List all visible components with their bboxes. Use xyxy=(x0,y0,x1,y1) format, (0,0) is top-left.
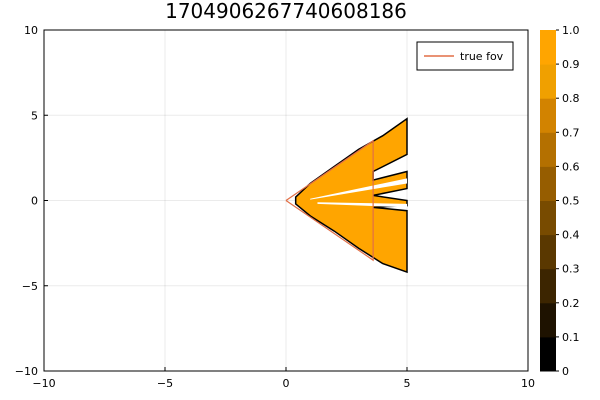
colorbar-segment-2 xyxy=(540,268,556,304)
chart-title: 1704906267740608186 xyxy=(165,0,407,23)
legend-label-true-fov: true fov xyxy=(460,50,504,63)
colorbar-tick-label-5: 0.5 xyxy=(562,195,580,208)
y-tick-label-4: 10 xyxy=(24,24,38,37)
colorbar-segment-6 xyxy=(540,132,556,167)
colorbar-tick-label-3: 0.3 xyxy=(562,263,580,276)
colorbar-tick-label-4: 0.4 xyxy=(562,229,580,242)
grid xyxy=(43,29,529,372)
y-tick-label-0: −10 xyxy=(15,365,38,378)
colorbar: 0 0.1 0.2 0.3 0.4 0.5 0.6 0.7 0.8 0.9 1.0 xyxy=(540,24,580,378)
colorbar-tick-label-1: 0.1 xyxy=(562,331,580,344)
colorbar-segment-7 xyxy=(540,98,556,133)
x-tick-label-0: −10 xyxy=(32,377,55,390)
colorbar-tick-label-0: 0 xyxy=(562,365,569,378)
colorbar-segment-9 xyxy=(540,30,556,65)
colorbar-tick-label-6: 0.6 xyxy=(562,160,580,173)
x-tick-label-3: 5 xyxy=(404,377,411,390)
colorbar-segment-3 xyxy=(540,234,556,270)
coverage-gap-1 xyxy=(317,202,407,208)
coverage-gap-0 xyxy=(310,178,407,200)
y-tick-label-2: 0 xyxy=(31,195,38,208)
x-tick-label-1: −5 xyxy=(157,377,173,390)
colorbar-tick-label-9: 0.9 xyxy=(562,58,580,71)
true-fov-series xyxy=(285,139,374,262)
coverage-map xyxy=(294,117,408,274)
colorbar-segment-4 xyxy=(540,200,556,236)
y-tick-label-1: −5 xyxy=(22,280,38,293)
colorbar-tick-label-2: 0.2 xyxy=(562,297,580,310)
colorbar-segment-5 xyxy=(540,166,556,201)
true-fov-line xyxy=(285,139,374,262)
colorbar-segment-0 xyxy=(540,336,556,372)
x-tick-label-4: 10 xyxy=(521,377,535,390)
colorbar-tick-label-8: 0.8 xyxy=(562,92,580,105)
y-tick-label-3: 5 xyxy=(31,109,38,122)
plot-area: −10 −5 0 5 10 −10 −5 0 5 10 xyxy=(15,24,535,390)
colorbar-segment-8 xyxy=(540,64,556,99)
y-axis-ticks: −10 −5 0 5 10 xyxy=(15,24,48,378)
legend: true fov xyxy=(416,41,514,71)
colorbar-tick-label-7: 0.7 xyxy=(562,126,580,139)
colorbar-tick-label-10: 1.0 xyxy=(562,24,580,37)
x-tick-label-2: 0 xyxy=(283,377,290,390)
x-axis-ticks: −10 −5 0 5 10 xyxy=(32,367,535,390)
colorbar-segment-1 xyxy=(540,302,556,338)
